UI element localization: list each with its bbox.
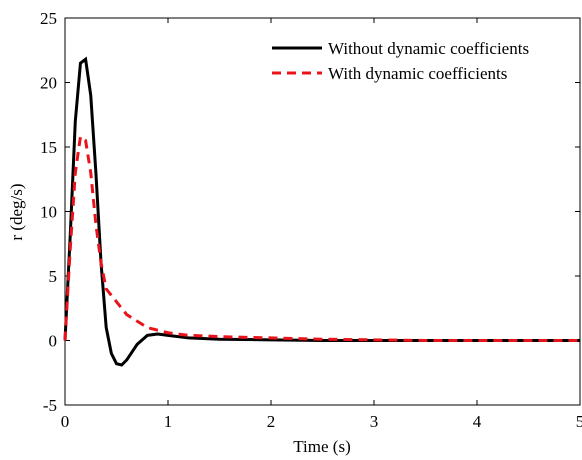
y-axis-label: r (deg/s): [7, 183, 26, 240]
y-tick-label: 5: [49, 267, 58, 286]
data-line: [63, 56, 580, 367]
x-tick-label: 0: [61, 412, 70, 431]
x-tick-label: 2: [267, 412, 276, 431]
data-line: [63, 133, 580, 342]
legend-label: With dynamic coefficients: [328, 64, 507, 83]
y-tick-label: 20: [40, 74, 57, 93]
x-tick-label: 1: [164, 412, 173, 431]
legend-label: Without dynamic coefficients: [328, 39, 529, 58]
y-tick-label: 10: [40, 203, 57, 222]
x-axis-label: Time (s): [293, 437, 350, 456]
y-tick-label: 15: [40, 138, 57, 157]
x-tick-label: 3: [370, 412, 379, 431]
y-tick-label: -5: [43, 396, 57, 415]
x-tick-label: 5: [576, 412, 582, 431]
y-tick-label: 0: [49, 332, 58, 351]
x-tick-label: 4: [473, 412, 482, 431]
y-tick-label: 25: [40, 9, 57, 28]
